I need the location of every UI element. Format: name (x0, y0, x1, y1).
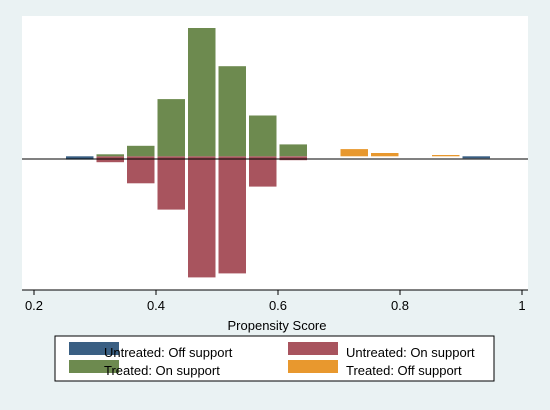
bar-2-6 (279, 144, 307, 157)
legend-swatch (69, 360, 119, 373)
bar-2-0 (96, 154, 124, 157)
bar-1-1 (127, 156, 155, 184)
bar-2-5 (249, 115, 277, 157)
x-tick-label: 0.8 (391, 298, 409, 313)
legend-box (54, 335, 495, 382)
bars-layer (66, 28, 490, 278)
bar-1-5 (249, 156, 277, 187)
x-tick-label: 0.6 (269, 298, 287, 313)
bar-0-1 (462, 156, 490, 159)
legend-swatch (288, 342, 338, 355)
legend-swatch (288, 360, 338, 373)
bar-3-0 (340, 149, 368, 157)
bar-0-0 (66, 156, 94, 160)
x-tick-label: 1 (518, 298, 525, 313)
bar-2-4 (218, 66, 246, 157)
x-ticks: 0.2 0.4 0.6 0.8 1 (25, 290, 526, 313)
legend-label: Untreated: On support (346, 345, 475, 360)
legend-label: Untreated: Off support (104, 345, 233, 360)
legend-label: Treated: On support (104, 363, 220, 378)
legend-label: Treated: Off support (346, 363, 462, 378)
bar-2-2 (157, 99, 185, 157)
legend: Untreated: Off support Untreated: On supp… (69, 342, 475, 378)
bar-2-1 (127, 145, 155, 157)
bar-3-2 (432, 155, 460, 157)
bar-1-6 (279, 156, 307, 161)
bar-1-4 (218, 156, 246, 274)
bar-1-2 (157, 156, 185, 210)
x-tick-label: 0.2 (25, 298, 43, 313)
legend-swatch (69, 342, 119, 355)
x-tick-label: 0.4 (147, 298, 165, 313)
bar-3-1 (371, 153, 399, 157)
bar-2-3 (188, 28, 216, 157)
x-axis-title: Propensity Score (228, 318, 327, 333)
bar-1-3 (188, 156, 216, 278)
